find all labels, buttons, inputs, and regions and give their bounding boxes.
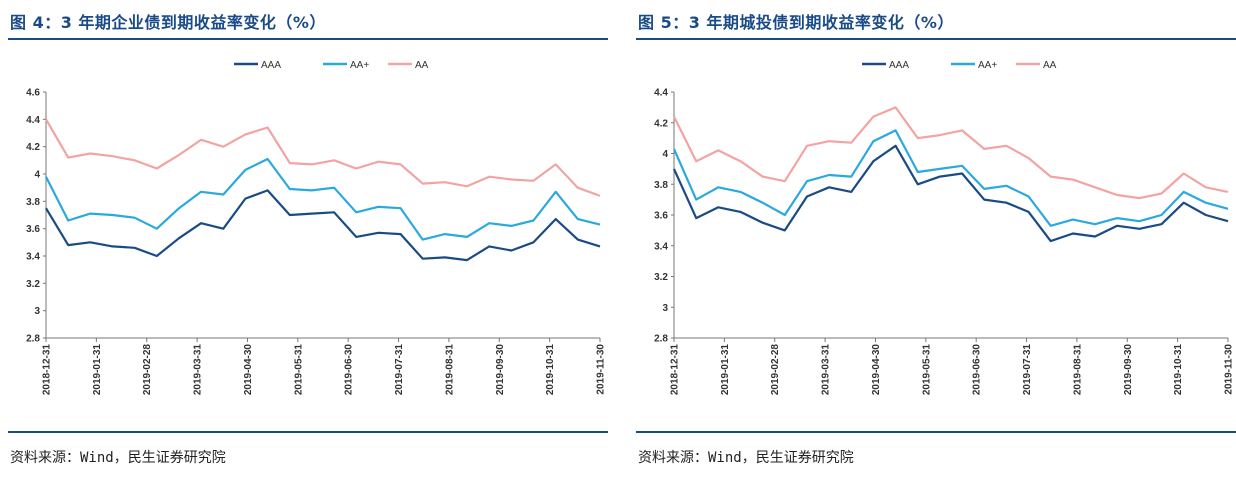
x-tick-label-7: 2019-07-31 xyxy=(1022,344,1033,396)
y-tick-label-2: 4 xyxy=(662,149,668,160)
y-tick-label-7: 3.2 xyxy=(26,279,40,290)
x-tick-label-6: 2019-06-30 xyxy=(344,344,355,396)
figure-4-source: 资料来源：Wind，民生证券研究院 xyxy=(10,450,226,466)
figure-5-title: 图 5：3 年期城投债到期收益率变化（%） xyxy=(638,13,954,32)
x-tick-label-10: 2019-10-31 xyxy=(545,344,556,396)
series-line-aa-plus xyxy=(45,157,601,241)
x-tick-label-10: 2019-10-31 xyxy=(1173,344,1184,396)
legend-label-2: AA xyxy=(1043,60,1057,71)
x-tick-label-4: 2019-04-30 xyxy=(243,344,254,396)
y-tick-label-1: 4.4 xyxy=(26,115,40,126)
x-tick-label-4: 2019-04-30 xyxy=(871,344,882,396)
figure-5-source: 资料来源：Wind，民生证券研究院 xyxy=(638,450,854,466)
y-tick-label-0: 4.6 xyxy=(26,88,40,99)
y-tick-label-5: 3.4 xyxy=(654,241,668,252)
y-tick-label-6: 3.4 xyxy=(26,252,40,263)
x-tick-label-6: 2019-06-30 xyxy=(972,344,983,396)
y-tick-label-4: 3.6 xyxy=(654,211,668,222)
x-tick-label-2: 2019-02-28 xyxy=(770,344,781,396)
y-tick-label-5: 3.6 xyxy=(26,224,40,235)
y-tick-label-7: 3 xyxy=(662,303,668,314)
y-tick-label-3: 4 xyxy=(34,170,40,181)
legend-label-0: AAA xyxy=(889,60,909,71)
x-tick-label-5: 2019-05-31 xyxy=(293,344,304,396)
legend-label-1: AA+ xyxy=(350,60,369,71)
series-line-aa-plus xyxy=(672,129,1229,227)
figure-5-bottom-rule xyxy=(636,431,1236,433)
y-tick-label-1: 4.2 xyxy=(654,118,668,129)
legend-label-0: AAA xyxy=(261,60,281,71)
y-tick-label-8: 2.8 xyxy=(654,334,668,345)
series-line-aaa xyxy=(45,189,601,262)
figure-4-title: 图 4：3 年期企业债到期收益率变化（%） xyxy=(10,13,326,32)
figure-5-top-rule xyxy=(636,38,1236,40)
series-line-aa xyxy=(45,118,601,197)
figure-4-top-rule xyxy=(8,38,608,40)
x-tick-label-2: 2019-02-28 xyxy=(142,344,153,396)
figure-4-bottom-rule xyxy=(8,431,608,433)
figure-5-chart: AAA AA+ AA 4.4 4.2 4 3.8 3.6 3.4 3.2 3 2.82018-12-3… xyxy=(654,60,1235,396)
x-tick-label-9: 2019-09-30 xyxy=(1123,344,1134,396)
y-tick-label-4: 3.8 xyxy=(26,197,40,208)
x-tick-label-11: 2019-11-30 xyxy=(596,344,607,395)
legend-label-2: AA xyxy=(415,60,429,71)
x-tick-label-8: 2019-08-31 xyxy=(444,344,455,396)
y-tick-label-6: 3.2 xyxy=(654,272,668,283)
figure-4-chart: AAA AA+ AA 4.6 4.4 4.2 4 3.8 3.6 3.4 3.2 3 2.82018-1… xyxy=(26,60,607,396)
x-tick-label-7: 2019-07-31 xyxy=(394,344,405,396)
x-tick-label-11: 2019-11-30 xyxy=(1224,344,1235,395)
y-tick-label-3: 3.8 xyxy=(654,180,668,191)
x-tick-label-1: 2019-01-31 xyxy=(92,344,103,396)
series-line-aaa xyxy=(672,144,1229,243)
x-tick-label-1: 2019-01-31 xyxy=(720,344,731,396)
x-tick-label-9: 2019-09-30 xyxy=(495,344,506,396)
x-tick-label-3: 2019-03-31 xyxy=(821,344,832,396)
figure-4-panel: 图 4：3 年期企业债到期收益率变化（%） AAA AA+ AA 4.6 4.4 4.2 4… xyxy=(8,0,608,481)
y-tick-label-9: 2.8 xyxy=(26,334,40,345)
x-tick-label-0: 2018-12-31 xyxy=(670,344,681,396)
y-tick-label-8: 3 xyxy=(34,306,40,317)
x-tick-label-3: 2019-03-31 xyxy=(193,344,204,396)
x-tick-label-8: 2019-08-31 xyxy=(1072,344,1083,396)
legend-label-1: AA+ xyxy=(978,60,997,71)
x-tick-label-5: 2019-05-31 xyxy=(921,344,932,396)
x-tick-label-0: 2018-12-31 xyxy=(42,344,53,396)
series-line-aa xyxy=(673,106,1229,200)
y-tick-label-0: 4.4 xyxy=(654,88,668,99)
y-tick-label-2: 4.2 xyxy=(26,142,40,153)
figure-5-panel: 图 5：3 年期城投债到期收益率变化（%） AAA AA+ AA 4.4 4.2 4 3.8… xyxy=(636,0,1236,481)
